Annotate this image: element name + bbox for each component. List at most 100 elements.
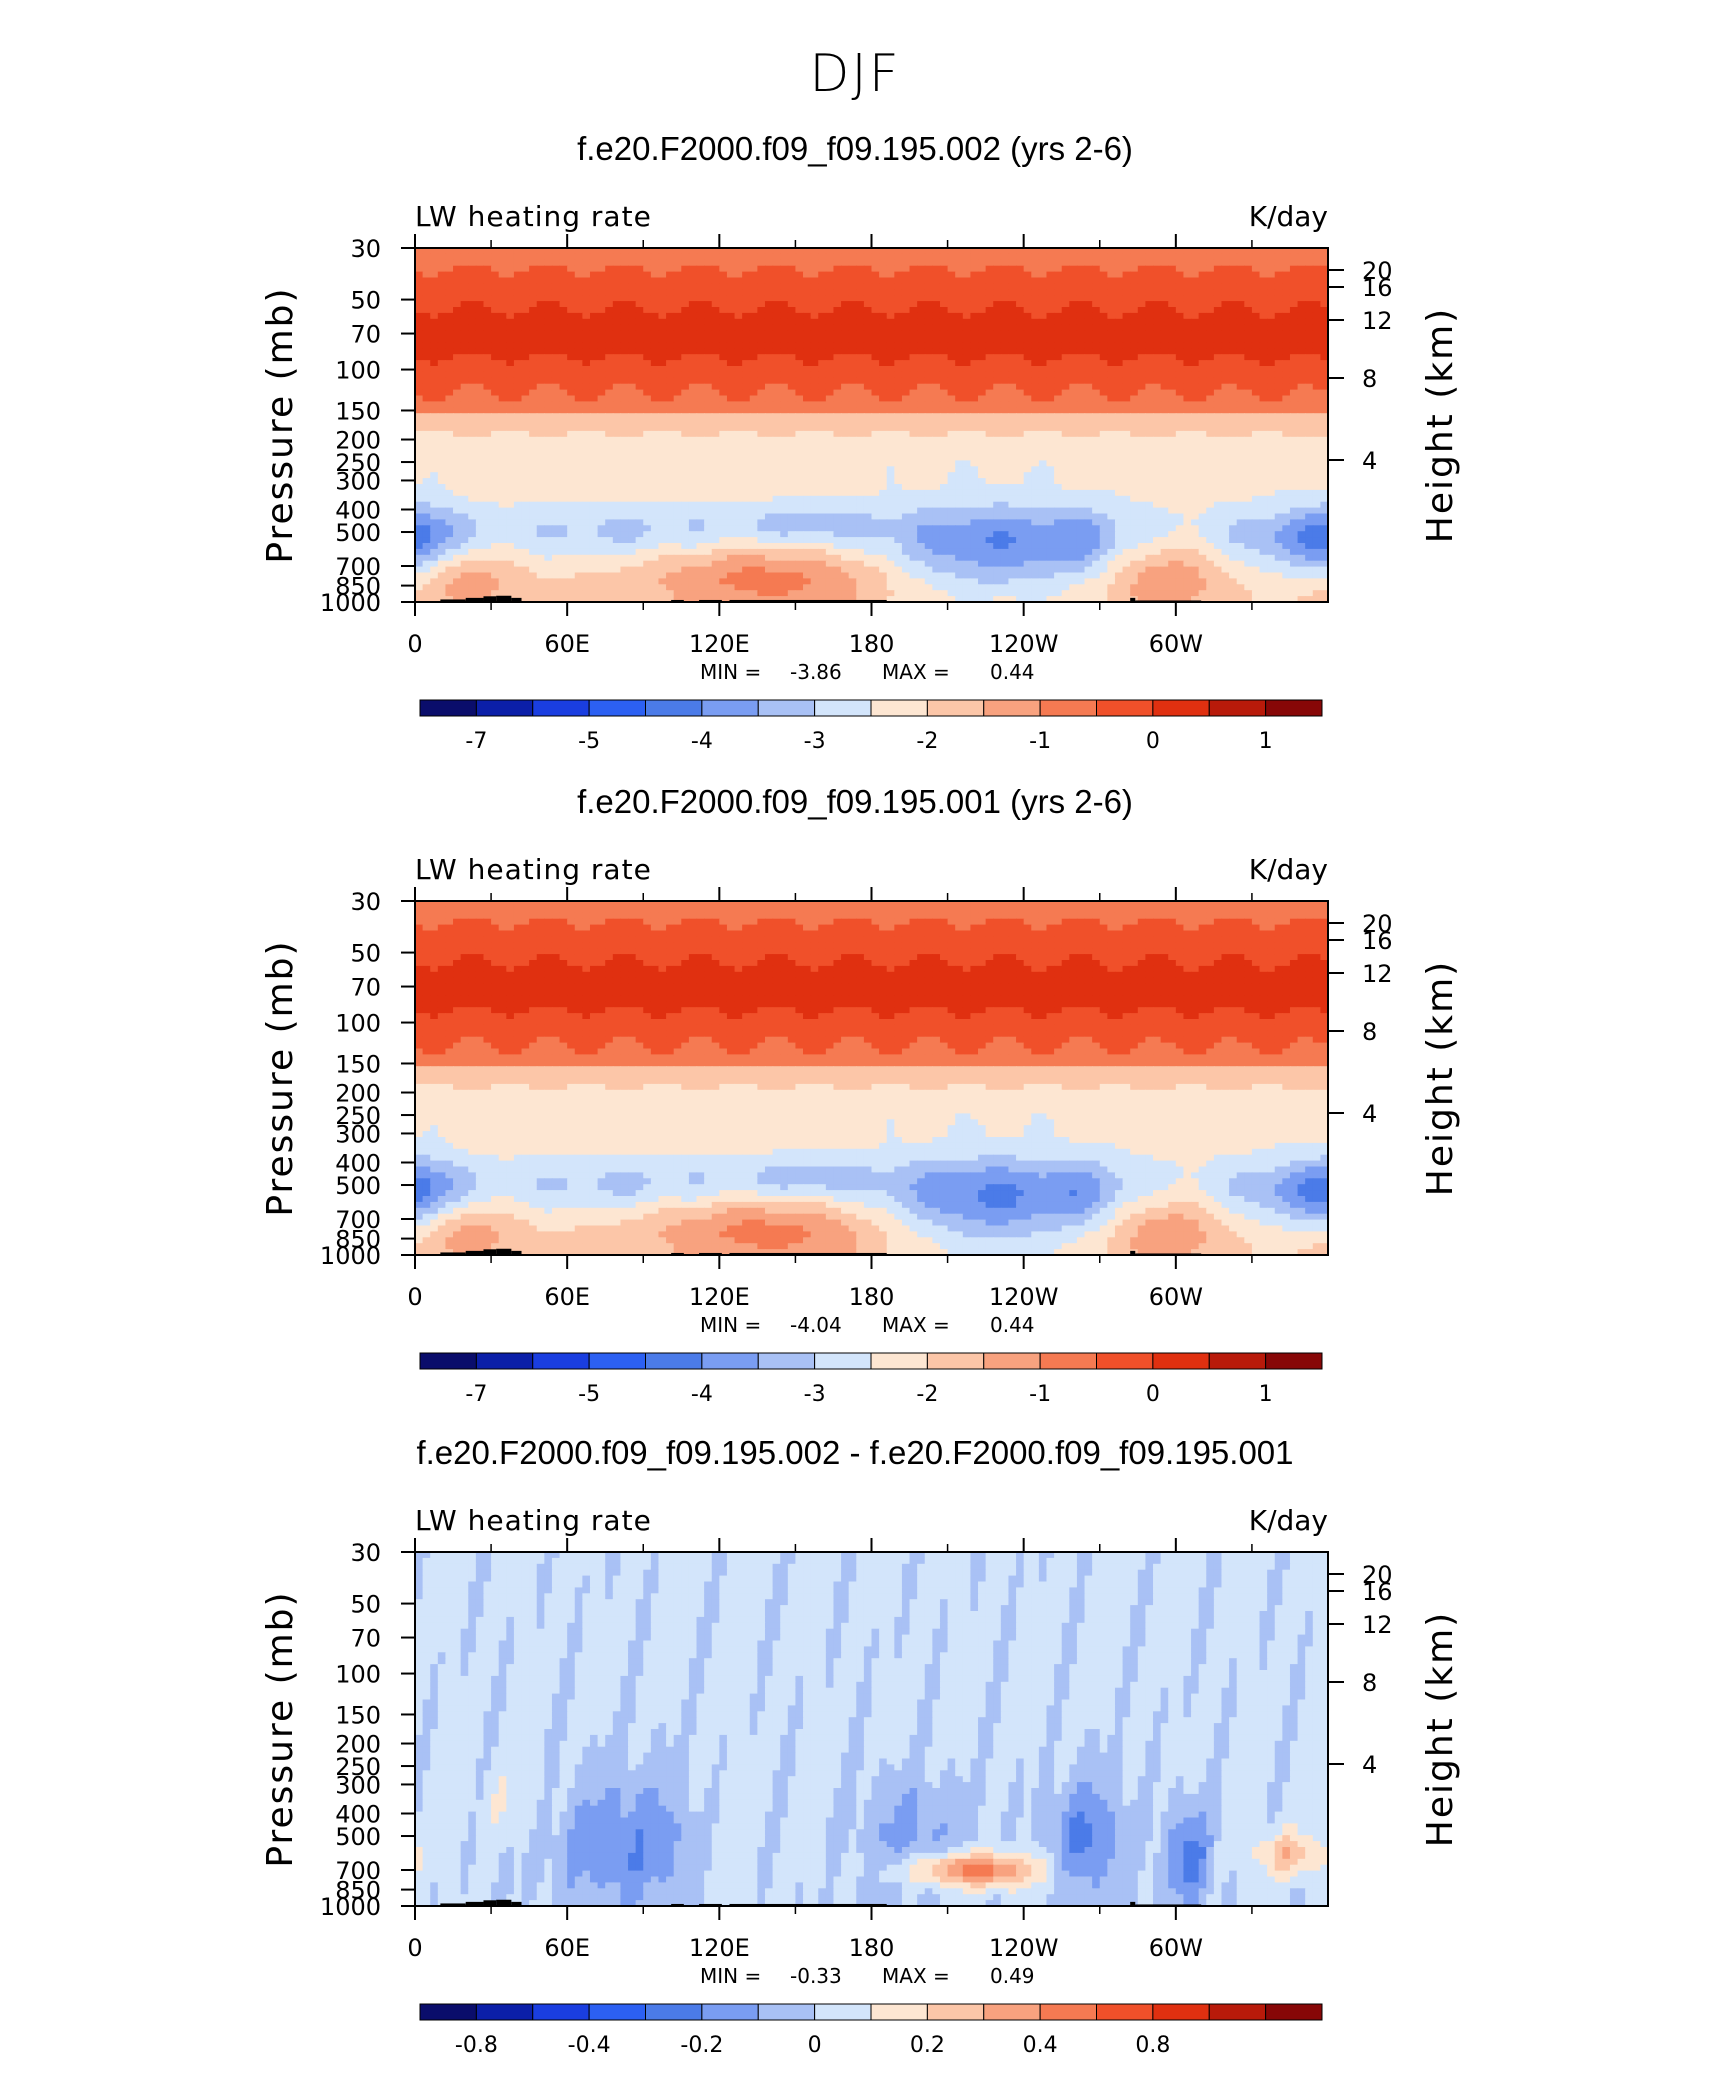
heatmap-cell	[582, 366, 591, 373]
heatmap-cell	[415, 265, 424, 273]
heatmap-cell	[917, 277, 926, 284]
heatmap-cell	[917, 395, 926, 402]
heatmap-cell	[924, 454, 933, 461]
heatmap-cell	[681, 354, 690, 361]
heatmap-cell	[795, 442, 804, 450]
heatmap-cell	[947, 307, 956, 314]
heatmap-cell	[909, 259, 918, 267]
heatmap-cell	[1008, 330, 1017, 338]
heatmap-cell	[772, 460, 781, 467]
heatmap-cell	[742, 366, 751, 373]
heatmap-cell	[1114, 478, 1124, 485]
heatmap-cell	[681, 413, 690, 420]
heatmap-cell	[475, 301, 485, 308]
heatmap-cell	[597, 265, 606, 273]
heatmap-cell	[978, 401, 987, 408]
heatmap-cell	[1175, 460, 1185, 467]
heatmap-cell	[841, 442, 850, 450]
heatmap-cell	[1092, 283, 1101, 290]
heatmap-cell	[985, 271, 994, 279]
heatmap-cell	[559, 307, 568, 314]
heatmap-cell	[696, 430, 705, 438]
heatmap-cell	[1267, 377, 1276, 385]
heatmap-cell	[825, 248, 835, 255]
heatmap-cell	[673, 259, 682, 267]
heatmap-cell	[658, 289, 667, 296]
heatmap-cell	[818, 342, 827, 349]
heatmap-cell	[795, 295, 804, 302]
heatmap-cell	[483, 295, 492, 302]
heatmap-cell	[1297, 336, 1306, 343]
heatmap-cell	[453, 419, 462, 426]
heatmap-cell	[1092, 401, 1101, 408]
heatmap-cell	[1320, 383, 1329, 391]
heatmap-cell	[1267, 366, 1276, 373]
heatmap-cell	[650, 383, 660, 391]
heatmap-cell	[1122, 307, 1131, 314]
heatmap-cell	[1191, 389, 1200, 397]
heatmap-cell	[818, 425, 827, 432]
heatmap-cell	[460, 318, 469, 326]
heatmap-cell	[939, 277, 949, 284]
heatmap-cell	[1054, 354, 1063, 361]
heatmap-cell	[787, 425, 797, 432]
heatmap-cell	[612, 259, 622, 267]
heatmap-cell	[1175, 324, 1185, 332]
heatmap-cell	[1031, 354, 1040, 361]
heatmap-cell	[1038, 301, 1048, 308]
heatmap-cell	[628, 377, 637, 385]
heatmap-cell	[1061, 478, 1070, 485]
heatmap-cell	[909, 484, 918, 491]
heatmap-cell	[453, 283, 462, 290]
heatmap-cell	[1213, 413, 1223, 420]
heatmap-cell	[513, 277, 523, 284]
heatmap-cell	[1122, 354, 1131, 361]
heatmap-cell	[1031, 259, 1040, 267]
heatmap-cell	[841, 307, 850, 314]
heatmap-cell	[917, 466, 926, 473]
heatmap-cell	[635, 436, 644, 444]
heatmap-cell	[1282, 484, 1291, 491]
heatmap-cell	[1236, 366, 1245, 373]
heatmap-cell	[658, 336, 667, 343]
heatmap-cell	[772, 354, 781, 361]
heatmap-cell	[696, 307, 705, 314]
heatmap-cell	[871, 342, 880, 349]
heatmap-cell	[529, 259, 538, 267]
heatmap-cell	[696, 377, 705, 385]
heatmap-cell	[1229, 342, 1238, 349]
heatmap-cell	[1168, 307, 1177, 314]
heatmap-cell	[757, 318, 766, 326]
heatmap-cell	[574, 389, 583, 397]
heatmap-cell	[1084, 342, 1093, 349]
heatmap-cell	[970, 271, 979, 279]
heatmap-cell	[521, 377, 530, 385]
heatmap-cell	[1000, 454, 1010, 461]
heatmap-cell	[605, 283, 614, 290]
heatmap-cell	[1274, 312, 1283, 320]
heatmap-cell	[544, 271, 553, 279]
heatmap-cell	[856, 259, 865, 267]
heatmap-cell	[544, 448, 553, 456]
heatmap-cell	[696, 448, 705, 456]
heatmap-cell	[1114, 253, 1124, 261]
heatmap-cell	[1076, 283, 1086, 290]
heatmap-cell	[1023, 371, 1032, 379]
heatmap-cell	[415, 301, 424, 308]
heatmap-cell	[1107, 324, 1116, 332]
heatmap-cell	[985, 336, 994, 343]
heatmap-cell	[825, 484, 835, 491]
heatmap-cell	[1289, 419, 1299, 426]
heatmap-cell	[901, 348, 911, 355]
heatmap-cell	[932, 289, 941, 296]
heatmap-cell	[589, 265, 599, 273]
heatmap-cell	[1038, 330, 1048, 338]
heatmap-cell	[726, 307, 736, 314]
heatmap-cell	[437, 466, 447, 473]
heatmap-cell	[1137, 354, 1146, 361]
heatmap-cell	[445, 442, 454, 450]
heatmap-cell	[1061, 283, 1070, 290]
heatmap-cell	[1282, 466, 1291, 473]
heatmap-cell	[513, 401, 523, 408]
heatmap-cell	[635, 377, 644, 385]
